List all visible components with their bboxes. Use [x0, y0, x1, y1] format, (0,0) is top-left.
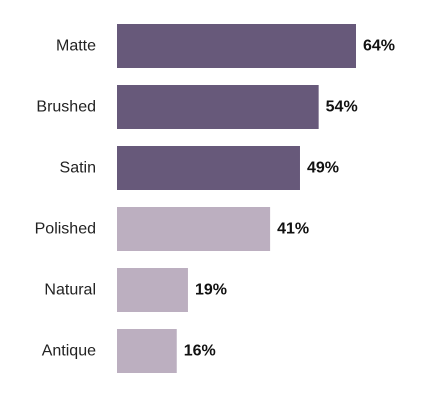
value-label-natural: 19% — [195, 282, 227, 299]
category-labels: Matte Brushed Satin Polished Natural Antique — [35, 38, 96, 360]
bar-natural — [117, 268, 188, 312]
value-labels: 64% 54% 49% 41% 19% 16% — [184, 38, 395, 360]
value-label-brushed: 54% — [326, 99, 358, 116]
value-label-antique: 16% — [184, 343, 216, 360]
bar-matte — [117, 24, 356, 68]
bar-satin — [117, 146, 300, 190]
bars-layer — [117, 24, 356, 373]
category-label-antique: Antique — [42, 343, 96, 360]
category-label-polished: Polished — [35, 221, 96, 238]
bar-antique — [117, 329, 177, 373]
category-label-brushed: Brushed — [36, 99, 96, 116]
value-label-polished: 41% — [277, 221, 309, 238]
value-label-matte: 64% — [363, 38, 395, 55]
category-label-natural: Natural — [44, 282, 96, 299]
bar-polished — [117, 207, 271, 251]
category-label-matte: Matte — [56, 38, 96, 55]
bar-brushed — [117, 85, 319, 129]
category-label-satin: Satin — [60, 160, 96, 177]
value-label-satin: 49% — [307, 160, 339, 177]
